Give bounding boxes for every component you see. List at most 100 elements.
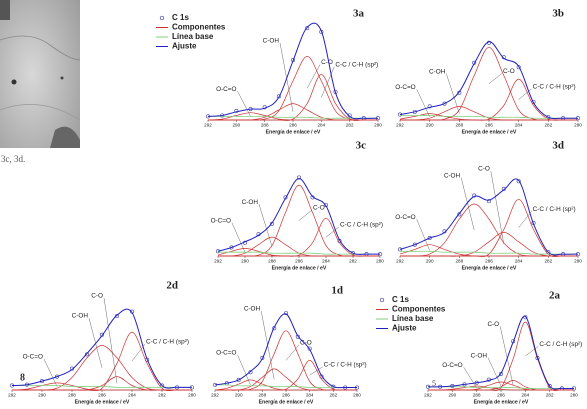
data-point [331, 384, 336, 389]
x-tick-label: 292 [424, 393, 432, 398]
x-tick-label: 284 [521, 393, 529, 398]
panel-number: 8 [20, 372, 25, 383]
x-tick-label: 292 [396, 259, 404, 264]
x-tick-label: 290 [448, 393, 456, 398]
x-tick-label: 280 [188, 393, 196, 398]
component-curve [217, 248, 380, 257]
annotation-pointer [460, 177, 475, 231]
component-label: C-C / C-H (sp²) [539, 341, 582, 348]
data-point [412, 242, 417, 247]
data-point [347, 113, 352, 118]
x-tick-label: 284 [515, 123, 523, 128]
data-point [229, 245, 234, 250]
component-label: C-OH [242, 199, 259, 206]
x-tick-label: 288 [261, 123, 269, 128]
xps-chart: 292 290 288 286 284 282 280 Energía de enlace /… [156, 8, 382, 135]
x-tick-label: 290 [426, 123, 434, 128]
annotation-pointer [416, 219, 430, 251]
component-label: O-C=O [395, 214, 415, 221]
data-point [283, 311, 288, 316]
annotation-pointer [258, 204, 273, 247]
annotation-pointer [285, 344, 300, 361]
x-tick-label: 282 [544, 259, 552, 264]
x-tick-label: 282 [346, 123, 354, 128]
annotation-pointer [306, 64, 321, 89]
component-label: O-C=O [442, 362, 462, 369]
x-tick-label: 288 [68, 393, 76, 398]
component-curve [399, 113, 578, 121]
x-tick-label: 284 [322, 259, 330, 264]
legend-label: C 1s [172, 13, 189, 22]
x-tick-label: 288 [473, 393, 481, 398]
annotation-pointer [298, 209, 313, 221]
x-tick-label: 282 [349, 259, 357, 264]
data-point [305, 26, 310, 31]
annotation-pointer [490, 170, 505, 245]
legend-label: Componentes [392, 305, 446, 314]
legend-label: Ajuste [392, 324, 417, 333]
chart-title: 3a [353, 8, 365, 20]
x-tick-label: 282 [546, 393, 554, 398]
x-tick-label: 292 [8, 393, 16, 398]
x-axis-label: Energía de enlace / eV [474, 399, 529, 405]
annotation-pointer [279, 42, 294, 112]
x-tick-label: 292 [204, 123, 212, 128]
x-axis-label: Energía de enlace / eV [462, 129, 517, 135]
data-point [516, 179, 521, 184]
component-label: C-OH [263, 38, 280, 45]
component-label: C-OH [244, 306, 261, 313]
annotation-pointer [321, 66, 335, 98]
component-label: C-O [313, 205, 325, 212]
component-label: C-OH [444, 172, 461, 179]
x-axis-label: Energía de enlace / eV [75, 399, 130, 405]
component-curve [217, 217, 381, 257]
annotation-pointer [237, 354, 251, 386]
legend-label: Componentes [172, 23, 226, 32]
x-tick-label: 280 [374, 123, 382, 128]
x-tick-label: 282 [329, 393, 337, 398]
component-curve [217, 184, 380, 257]
data-point [427, 236, 432, 241]
component-label: O-C=O [211, 218, 231, 225]
baseline [217, 251, 380, 255]
x-tick-label: 280 [376, 259, 384, 264]
data-point [472, 193, 477, 198]
panel-number: 5 [432, 379, 436, 388]
component-label: C-O [91, 293, 103, 300]
x-tick-label: 284 [128, 393, 136, 398]
baseline [399, 250, 578, 255]
data-point [427, 104, 432, 109]
x-axis-label: Energía de enlace / eV [266, 129, 321, 135]
figure-reference: 3c, 3d. [1, 154, 25, 164]
fit-curve [11, 308, 193, 389]
x-tick-label: 286 [98, 393, 106, 398]
component-label: C-O [487, 321, 499, 328]
xps-chart: 292 290 288 286 284 282 280 Energía de enlace /… [376, 290, 582, 405]
component-curve [400, 78, 579, 121]
legend-label: Línea base [172, 32, 214, 41]
annotation-pointer [231, 222, 246, 253]
annotation-pointer [463, 367, 477, 389]
baseline [11, 385, 192, 388]
xps-chart: 292 290 288 286 284 282 280 Energía de enlace /… [395, 8, 582, 136]
fit-curve [399, 41, 579, 120]
component-label: C-O [300, 340, 312, 347]
chart-title: 2d [166, 280, 178, 292]
annotation-pointer [525, 346, 539, 357]
x-tick-label: 292 [211, 393, 219, 398]
x-tick-label: 286 [282, 393, 290, 398]
component-label: O-C=O [216, 349, 236, 356]
legend-symbol [159, 15, 165, 21]
x-tick-label: 280 [570, 393, 578, 398]
component-label: C-O [321, 59, 333, 66]
x-tick-label: 288 [268, 259, 276, 264]
annotation-pointer [518, 210, 532, 228]
fit-curve [207, 22, 379, 120]
component-curve [427, 385, 574, 391]
legend-label: Línea base [392, 314, 434, 323]
component-label: C-O [503, 68, 515, 75]
component-label: C-C / C-H (sp²) [533, 206, 576, 213]
x-tick-label: 282 [544, 123, 552, 128]
annotation-pointer [488, 73, 503, 84]
